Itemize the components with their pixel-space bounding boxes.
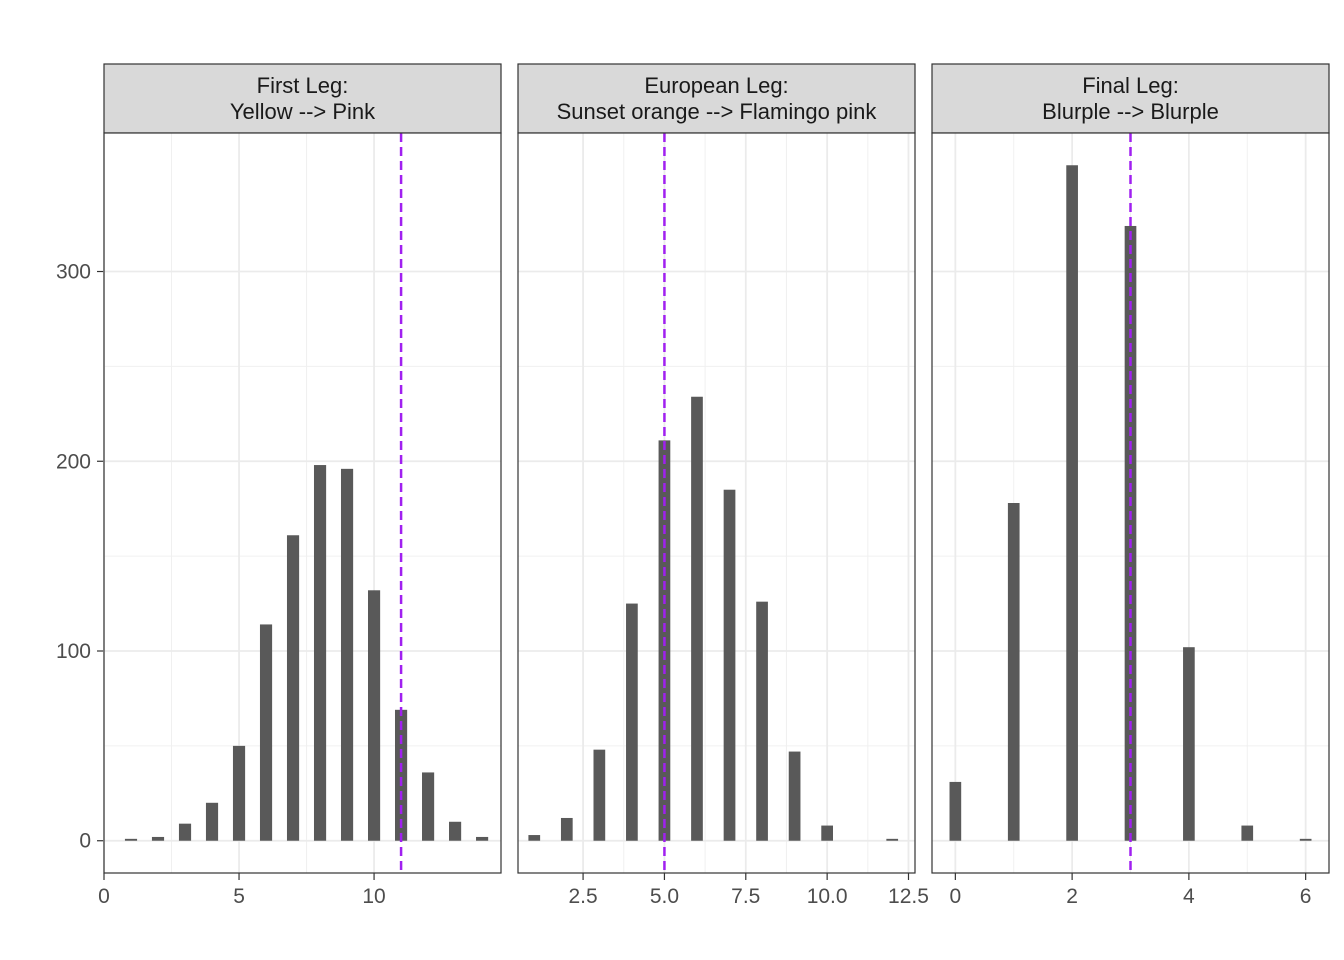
facet-strip-1 <box>103 63 502 134</box>
panel-border <box>517 132 916 874</box>
histogram-bar <box>1183 647 1195 841</box>
histogram-bar <box>151 836 165 841</box>
x-tick-label: 6 <box>1300 885 1312 908</box>
facet-title-line: Sunset orange --> Flamingo pink <box>557 99 878 124</box>
x-tick-label: 10 <box>362 885 385 908</box>
y-tick-label: 0 <box>79 830 91 853</box>
histogram-bar <box>593 749 606 841</box>
x-tick-label: 5 <box>233 885 245 908</box>
histogram-bar <box>1241 825 1254 841</box>
panel-border <box>103 132 502 874</box>
histogram-bar <box>259 624 273 841</box>
histogram-bar <box>788 751 801 841</box>
histogram-bar <box>1007 503 1020 841</box>
histogram-bar <box>691 396 703 841</box>
histogram-bar <box>626 603 638 841</box>
x-tick-label: 10.0 <box>807 885 848 908</box>
y-tick-label: 200 <box>56 450 91 473</box>
histogram-bar <box>367 590 381 841</box>
facet-title-line: Blurple --> Blurple <box>1042 99 1219 124</box>
histogram-bar <box>178 823 192 841</box>
histogram-bar <box>394 709 408 841</box>
histogram-bar <box>886 838 899 841</box>
histogram-bar <box>756 601 768 841</box>
histogram-bar <box>449 821 462 841</box>
x-tick-label: 0 <box>98 885 110 908</box>
x-tick-label: 5.0 <box>650 885 679 908</box>
histogram-bar <box>949 781 962 841</box>
facet-title-line: Final Leg: <box>1082 73 1179 98</box>
histogram-bar <box>1299 838 1312 841</box>
panel-background <box>104 133 501 873</box>
histogram-bar <box>422 772 435 841</box>
histogram-bar <box>560 817 573 841</box>
facet-strip-2 <box>517 63 916 134</box>
histogram-bar <box>476 836 489 841</box>
facet-title-line: European Leg: <box>644 73 788 98</box>
panel-border <box>931 132 1330 874</box>
y-tick-label: 300 <box>56 261 91 284</box>
histogram-bar <box>528 835 541 841</box>
x-tick-label: 2.5 <box>568 885 597 908</box>
x-tick-label: 7.5 <box>731 885 760 908</box>
histogram-bar <box>1066 165 1078 841</box>
histogram-bar <box>124 838 138 841</box>
histogram-bar <box>286 535 300 841</box>
x-tick-label: 4 <box>1183 885 1195 908</box>
panel-background <box>518 133 915 873</box>
histogram-bar <box>723 489 736 841</box>
histogram-bar <box>313 465 327 841</box>
histogram-bar <box>821 825 833 841</box>
x-tick-label: 0 <box>950 885 962 908</box>
x-tick-label: 2 <box>1066 885 1078 908</box>
facet-strip-3 <box>931 63 1330 134</box>
histogram-bar <box>232 745 246 841</box>
x-tick-label: 12.5 <box>888 885 929 908</box>
histogram-bar <box>205 802 219 841</box>
histogram-bar <box>340 468 354 841</box>
y-tick-label: 100 <box>56 640 91 663</box>
facet-title-line: First Leg: <box>257 73 349 98</box>
facet-title-line: Yellow --> Pink <box>230 99 376 124</box>
